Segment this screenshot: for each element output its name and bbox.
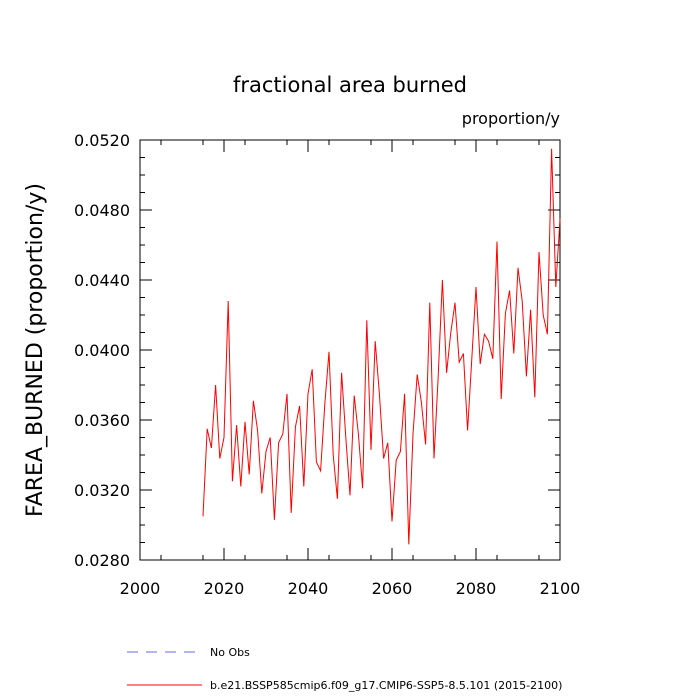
- y-tick-label: 0.0440: [74, 271, 130, 290]
- y-tick-label: 0.0360: [74, 411, 130, 430]
- x-tick-labels: 2000 2020 2040 2060 2080 2100: [120, 579, 581, 598]
- y-tick-label: 0.0280: [74, 551, 130, 570]
- y-tick-label: 0.0400: [74, 341, 130, 360]
- series-layer: [202, 148, 561, 545]
- series-line: [202, 148, 561, 545]
- y-tick-label: 0.0520: [74, 131, 130, 150]
- x-tick-label: 2060: [372, 579, 413, 598]
- chart-title: fractional area burned: [233, 73, 467, 97]
- y-tick-label: 0.0480: [74, 201, 130, 220]
- x-tick-label: 2040: [288, 579, 329, 598]
- plot-border: [139, 139, 561, 561]
- plot-frame: [139, 139, 561, 561]
- legend-label-model: b.e21.BSSP585cmip6.f09_g17.CMIP6-SSP5-8.…: [210, 679, 562, 692]
- minor-ticks: [140, 140, 560, 560]
- y-tick-labels: 0.0280 0.0320 0.0360 0.0400 0.0440 0.0480 0.05…: [74, 131, 130, 570]
- units-label: proportion/y: [462, 109, 560, 128]
- legend-label-no-obs: No Obs: [210, 646, 250, 659]
- x-tick-label: 2080: [456, 579, 497, 598]
- x-tick-label: 2000: [120, 579, 161, 598]
- x-tick-label: 2020: [204, 579, 245, 598]
- x-tick-label: 2100: [540, 579, 581, 598]
- major-ticks: [139, 139, 561, 561]
- y-axis-label: FAREA_BURNED (proportion/y): [23, 183, 48, 517]
- y-tick-label: 0.0320: [74, 481, 130, 500]
- legend: No Obs b.e21.BSSP585cmip6.f09_g17.CMIP6-…: [127, 646, 562, 692]
